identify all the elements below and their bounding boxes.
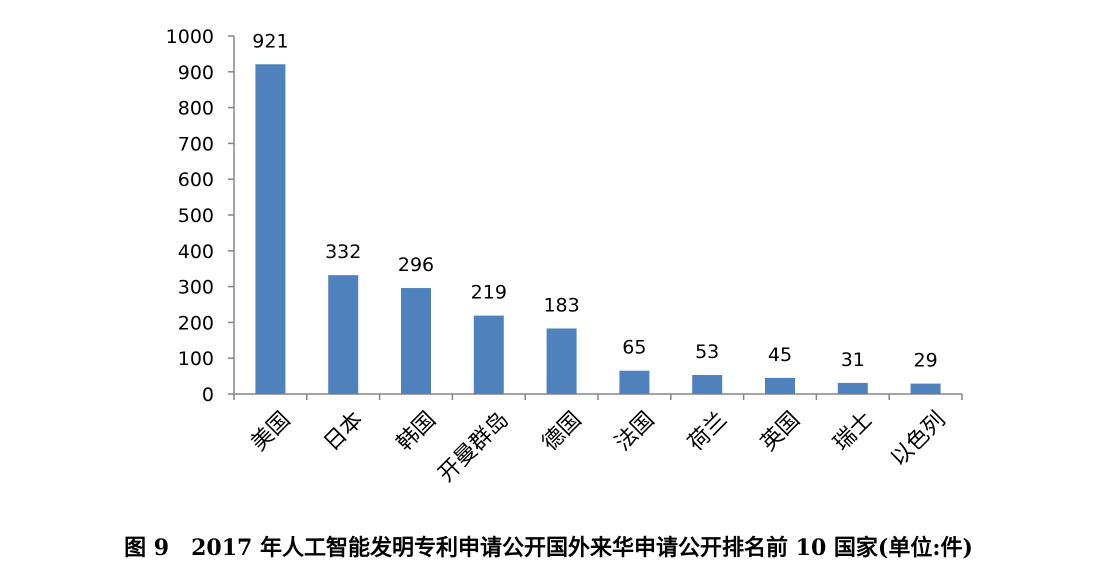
y-tick-label: 1000 [166, 26, 214, 48]
data-label: 921 [252, 30, 288, 52]
bar [619, 370, 650, 394]
bar [328, 275, 359, 394]
category-label: 瑞士 [829, 407, 878, 456]
category-label: 开曼群岛 [434, 407, 514, 487]
bar [692, 375, 723, 394]
data-label: 53 [695, 341, 719, 363]
bar [401, 288, 431, 394]
category-label: 美国 [247, 407, 296, 456]
y-tick-label: 700 [178, 133, 214, 155]
data-label: 219 [471, 282, 507, 304]
data-label: 31 [841, 349, 865, 371]
y-tick-label: 800 [178, 98, 214, 120]
data-label: 29 [914, 350, 938, 372]
y-tick-label: 200 [178, 312, 214, 334]
data-label: 65 [622, 337, 646, 359]
data-label: 296 [398, 254, 434, 276]
y-tick-label: 100 [178, 348, 214, 370]
data-label: 332 [325, 241, 361, 263]
y-tick-label: 900 [178, 62, 214, 84]
bar [473, 315, 504, 394]
bar [255, 64, 286, 395]
bar [910, 383, 941, 394]
category-label: 德国 [538, 407, 587, 456]
category-label: 英国 [756, 407, 805, 456]
y-tick-label: 400 [178, 241, 214, 263]
y-tick-label: 300 [178, 277, 214, 299]
y-tick-label: 500 [178, 205, 214, 227]
bars [255, 64, 941, 395]
labels: 921 美国 332 日本 296 韩国 219 开曼群岛 183 德国 65 法国 53 荷兰 45 英国 3… [247, 30, 951, 487]
category-label: 以色列 [886, 407, 950, 471]
bar [765, 377, 795, 394]
category-label: 法国 [611, 407, 660, 456]
bar [837, 382, 868, 394]
bar [546, 328, 577, 394]
category-label: 韩国 [392, 407, 441, 456]
data-label: 183 [543, 294, 579, 316]
category-label: 日本 [319, 407, 368, 456]
y-tick-label: 0 [202, 384, 214, 406]
category-label: 荷兰 [683, 407, 732, 456]
y-tick-label: 600 [178, 169, 214, 191]
data-label: 45 [768, 344, 792, 366]
figure-caption: 图 9 2017 年人工智能发明专利申请公开国外来华申请公开排名前 10 国家(… [124, 535, 973, 561]
axes: 0 100 200 300 400 500 600 700 800 900 1000 [166, 26, 963, 406]
